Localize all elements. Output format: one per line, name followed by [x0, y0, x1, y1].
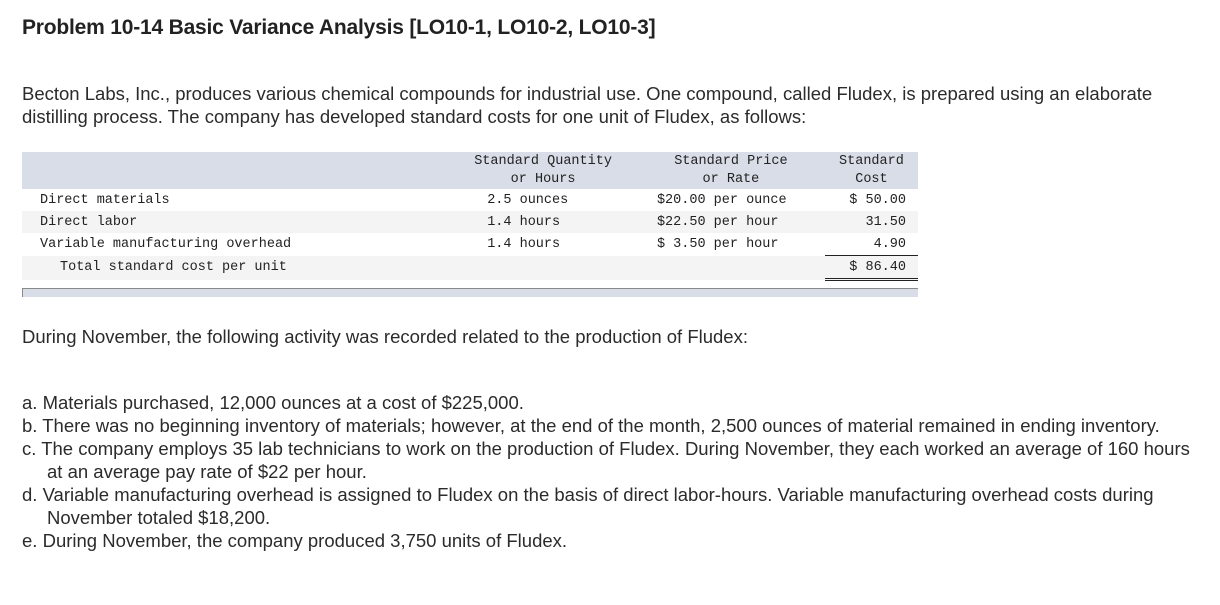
- activity-item-c: c. The company employs 35 lab technician…: [22, 437, 1197, 483]
- table-row: Direct materials 2.5 ounces $20.00 per o…: [22, 189, 918, 211]
- header-qty-line1: Standard Quantity: [474, 154, 612, 169]
- header-qty-line2: or Hours: [510, 172, 576, 187]
- item-text: Materials purchased, 12,000 ounces at a …: [42, 392, 524, 413]
- row-price: $ 3.50 per hour: [656, 236, 779, 252]
- row-price: $20.00 per ounce: [656, 192, 787, 208]
- table-header-row: Standard Quantity or Hours Standard Pric…: [22, 152, 918, 189]
- item-marker: b.: [22, 415, 38, 436]
- row-label: Direct materials: [40, 192, 170, 208]
- item-text: The company employs 35 lab technicians t…: [41, 438, 1190, 482]
- header-standard-cost: Standard Cost: [825, 152, 918, 189]
- row-cost: 4.90: [824, 233, 918, 256]
- total-cost: $ 86.40: [824, 255, 918, 281]
- total-quantity-empty: [449, 256, 637, 280]
- row-label: Variable manufacturing overhead: [40, 236, 292, 252]
- item-marker: e.: [22, 530, 38, 551]
- row-price: $22.50 per hour: [656, 214, 779, 230]
- header-price-line2: or Rate: [702, 172, 760, 187]
- table-total-row: Total standard cost per unit $ 86.40: [22, 255, 918, 281]
- item-text: There was no beginning inventory of mate…: [42, 415, 1160, 436]
- activity-item-b: b. There was no beginning inventory of m…: [22, 414, 1197, 437]
- item-text: Variable manufacturing overhead is assig…: [42, 484, 1154, 528]
- table-row: Direct labor 1.4 hours $22.50 per hour 3…: [22, 211, 918, 233]
- activity-item-d: d. Variable manufacturing overhead is as…: [22, 483, 1197, 529]
- activity-list: a. Materials purchased, 12,000 ounces at…: [22, 391, 1197, 552]
- header-standard-price: Standard Price or Rate: [637, 152, 825, 189]
- activity-item-e: e. During November, the company produced…: [22, 529, 1197, 552]
- total-price-empty: [637, 256, 825, 280]
- row-cost: 31.50: [865, 214, 906, 230]
- row-quantity: 1.4 hours: [487, 214, 561, 230]
- problem-title: Problem 10-14 Basic Variance Analysis [L…: [22, 16, 656, 39]
- table-row: Variable manufacturing overhead 1.4 hour…: [22, 233, 918, 256]
- row-label: Direct labor: [40, 214, 138, 230]
- activity-intro: During November, the following activity …: [22, 326, 748, 347]
- row-cost: $ 50.00: [849, 192, 906, 208]
- item-text: During November, the company produced 3,…: [42, 530, 568, 551]
- header-price-line1: Standard Price: [674, 154, 788, 169]
- header-cost-line2: Cost: [855, 172, 888, 187]
- item-marker: a.: [22, 392, 38, 413]
- total-label: Total standard cost per unit: [60, 260, 287, 275]
- row-quantity: 2.5 ounces: [487, 192, 569, 208]
- item-marker: c.: [22, 438, 37, 459]
- standard-cost-table: Standard Quantity or Hours Standard Pric…: [22, 152, 918, 281]
- activity-item-a: a. Materials purchased, 12,000 ounces at…: [22, 391, 1197, 414]
- table-footer-bar: [22, 288, 918, 297]
- problem-intro: Becton Labs, Inc., produces various chem…: [22, 83, 1153, 127]
- item-marker: d.: [22, 484, 38, 505]
- header-label: [22, 152, 449, 189]
- header-standard-quantity: Standard Quantity or Hours: [449, 152, 637, 189]
- header-cost-line1: Standard: [839, 154, 904, 169]
- row-quantity: 1.4 hours: [487, 236, 561, 252]
- standard-cost-table-container: Standard Quantity or Hours Standard Pric…: [22, 152, 918, 297]
